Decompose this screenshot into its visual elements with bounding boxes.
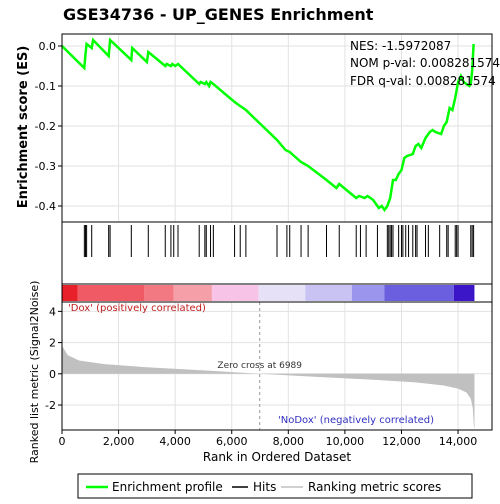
es-y-tick-label: -0.2 bbox=[35, 120, 56, 133]
rank-bar-segment bbox=[144, 285, 174, 301]
x-tick-label: 6,000 bbox=[216, 435, 248, 448]
legend-enrichment-label: Enrichment profile bbox=[112, 480, 223, 494]
x-axis-ticks: 0 2,000 4,000 6,000 8,000 10,000 12,000 14,000 bbox=[59, 430, 478, 448]
rank-bar-segment bbox=[305, 285, 352, 301]
x-tick-label: 4,000 bbox=[159, 435, 191, 448]
rank-bar-segment bbox=[384, 285, 454, 301]
rank-bar-segment bbox=[351, 285, 385, 301]
enrichment-profile-line bbox=[61, 37, 475, 213]
x-tick-label: 0 bbox=[59, 435, 66, 448]
es-y-tick-label: -0.3 bbox=[35, 160, 56, 173]
x-tick-label: 14,000 bbox=[439, 435, 478, 448]
zero-cross-label: Zero cross at 6989 bbox=[217, 361, 302, 371]
es-y-tick-label: -0.1 bbox=[35, 80, 56, 93]
metric-y-tick-label: 2 bbox=[49, 337, 56, 350]
metric-y-axis-label: Ranked list metric (Signal2Noise) bbox=[28, 281, 41, 464]
metric-y-tick-label: -2 bbox=[45, 399, 56, 412]
positive-correlation-label: 'Dox' (positively correlated) bbox=[68, 303, 206, 314]
rank-bar-segment bbox=[173, 285, 212, 301]
legend: Enrichment profile Hits Ranking metric s… bbox=[77, 473, 473, 499]
nes-label: NES: -1.5972087 bbox=[350, 39, 451, 53]
es-y-ticks: 0.0 -0.1 -0.2 -0.3 -0.4 bbox=[35, 40, 62, 213]
x-axis-label: Rank in Ordered Dataset bbox=[203, 450, 351, 464]
ranking-color-bar bbox=[62, 285, 475, 301]
x-tick-label: 12,000 bbox=[382, 435, 421, 448]
legend-frame bbox=[77, 473, 473, 499]
chart-title: GSE34736 - UP_GENES Enrichment bbox=[63, 5, 374, 24]
x-tick-label: 8,000 bbox=[273, 435, 305, 448]
x-tick-label: 10,000 bbox=[326, 435, 365, 448]
es-y-tick-label: -0.4 bbox=[35, 200, 56, 213]
legend-metric-label: Ranking metric scores bbox=[308, 480, 441, 494]
nom-pval-label: NOM p-val: 0.008281574 bbox=[350, 56, 500, 70]
rank-bar-segment bbox=[77, 285, 145, 301]
hits-track bbox=[83, 225, 475, 257]
rank-bar-segment bbox=[258, 285, 306, 301]
rank-bar-segment bbox=[62, 285, 78, 301]
metric-y-ticks: 4 2 0 -2 bbox=[45, 305, 62, 412]
rank-bar-segment bbox=[453, 285, 475, 301]
rank-bar-segment bbox=[211, 285, 259, 301]
x-tick-label: 2,000 bbox=[103, 435, 135, 448]
es-y-tick-label: 0.0 bbox=[39, 40, 57, 53]
legend-hits-label: Hits bbox=[253, 480, 276, 494]
es-y-axis-label: Enrichment score (ES) bbox=[16, 46, 31, 209]
fdr-qval-label: FDR q-val: 0.008281574 bbox=[350, 74, 496, 88]
metric-panel-frame bbox=[61, 301, 493, 431]
metric-y-tick-label: 4 bbox=[49, 305, 56, 318]
metric-y-tick-label: 0 bbox=[49, 368, 56, 381]
negative-correlation-label: 'NoDox' (negatively correlated) bbox=[278, 415, 434, 426]
